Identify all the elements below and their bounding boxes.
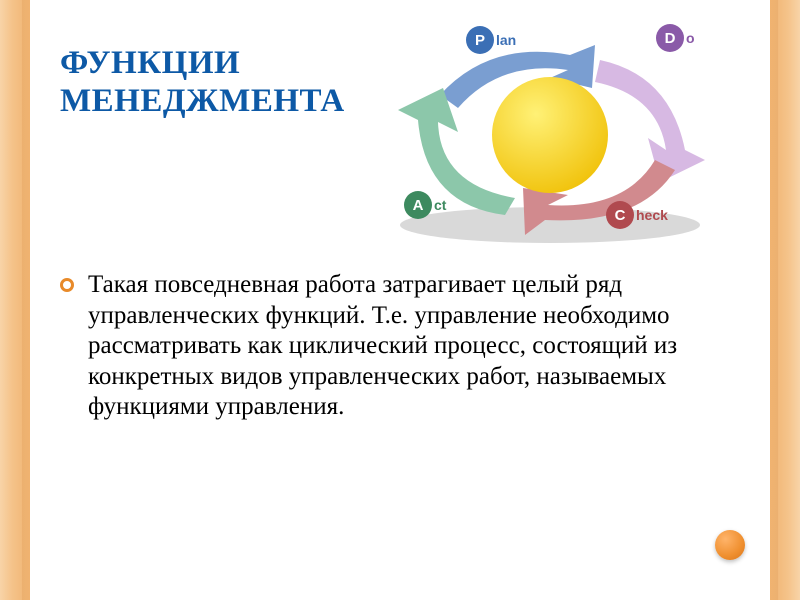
svg-text:lan: lan	[496, 32, 516, 48]
body-text-block: Такая повседневная работа затрагивает це…	[60, 270, 740, 423]
svg-text:heck: heck	[636, 207, 668, 223]
svg-text:A: A	[413, 197, 424, 214]
slide: ФУНКЦИИ МЕНЕДЖМЕНТА P lan	[0, 0, 800, 600]
body-text: Такая повседневная работа затрагивает це…	[88, 271, 677, 420]
slide-title: ФУНКЦИИ МЕНЕДЖМЕНТА	[60, 45, 320, 121]
badge-plan: P lan	[466, 26, 516, 54]
frame-right	[770, 0, 800, 600]
arrow-do	[595, 60, 705, 182]
svg-text:P: P	[475, 32, 485, 49]
svg-text:D: D	[665, 30, 676, 47]
svg-text:o: o	[686, 30, 695, 46]
frame-left	[0, 0, 30, 600]
badge-do: D o	[656, 24, 695, 52]
bullet-ring-icon	[60, 278, 74, 292]
next-slide-button[interactable]	[715, 530, 745, 560]
pdca-diagram: P lan D o C heck A ct	[340, 10, 760, 260]
svg-text:ct: ct	[434, 197, 447, 213]
center-sphere	[492, 77, 608, 193]
body-bullet-item: Такая повседневная работа затрагивает це…	[60, 270, 740, 423]
svg-text:C: C	[615, 207, 626, 224]
